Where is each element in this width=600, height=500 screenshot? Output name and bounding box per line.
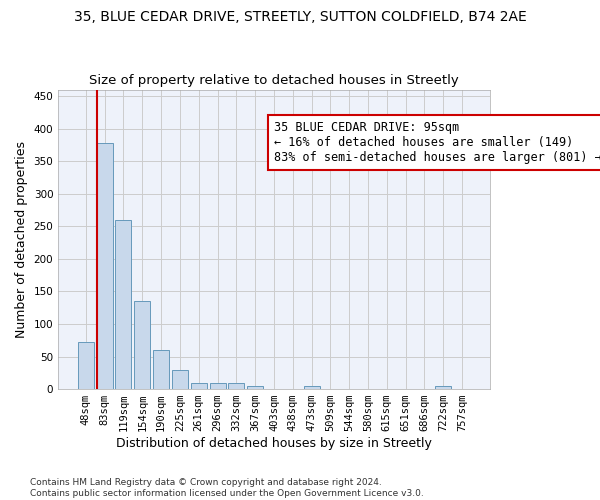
Bar [209,383,226,389]
Bar [229,382,244,389]
Y-axis label: Number of detached properties: Number of detached properties [15,141,28,338]
Text: Contains HM Land Registry data © Crown copyright and database right 2024.
Contai: Contains HM Land Registry data © Crown c… [30,478,424,498]
Title: Size of property relative to detached houses in Streetly: Size of property relative to detached ho… [89,74,459,87]
Bar [172,370,188,389]
Bar [78,342,94,389]
Bar [153,350,169,389]
Bar [247,386,263,389]
Bar [304,386,320,389]
Text: 35, BLUE CEDAR DRIVE, STREETLY, SUTTON COLDFIELD, B74 2AE: 35, BLUE CEDAR DRIVE, STREETLY, SUTTON C… [74,10,526,24]
Bar [115,220,131,389]
Bar [436,386,451,389]
Text: 35 BLUE CEDAR DRIVE: 95sqm
← 16% of detached houses are smaller (149)
83% of sem: 35 BLUE CEDAR DRIVE: 95sqm ← 16% of deta… [274,121,600,164]
Bar [191,382,206,389]
Bar [97,143,113,389]
X-axis label: Distribution of detached houses by size in Streetly: Distribution of detached houses by size … [116,437,432,450]
Bar [134,300,150,389]
